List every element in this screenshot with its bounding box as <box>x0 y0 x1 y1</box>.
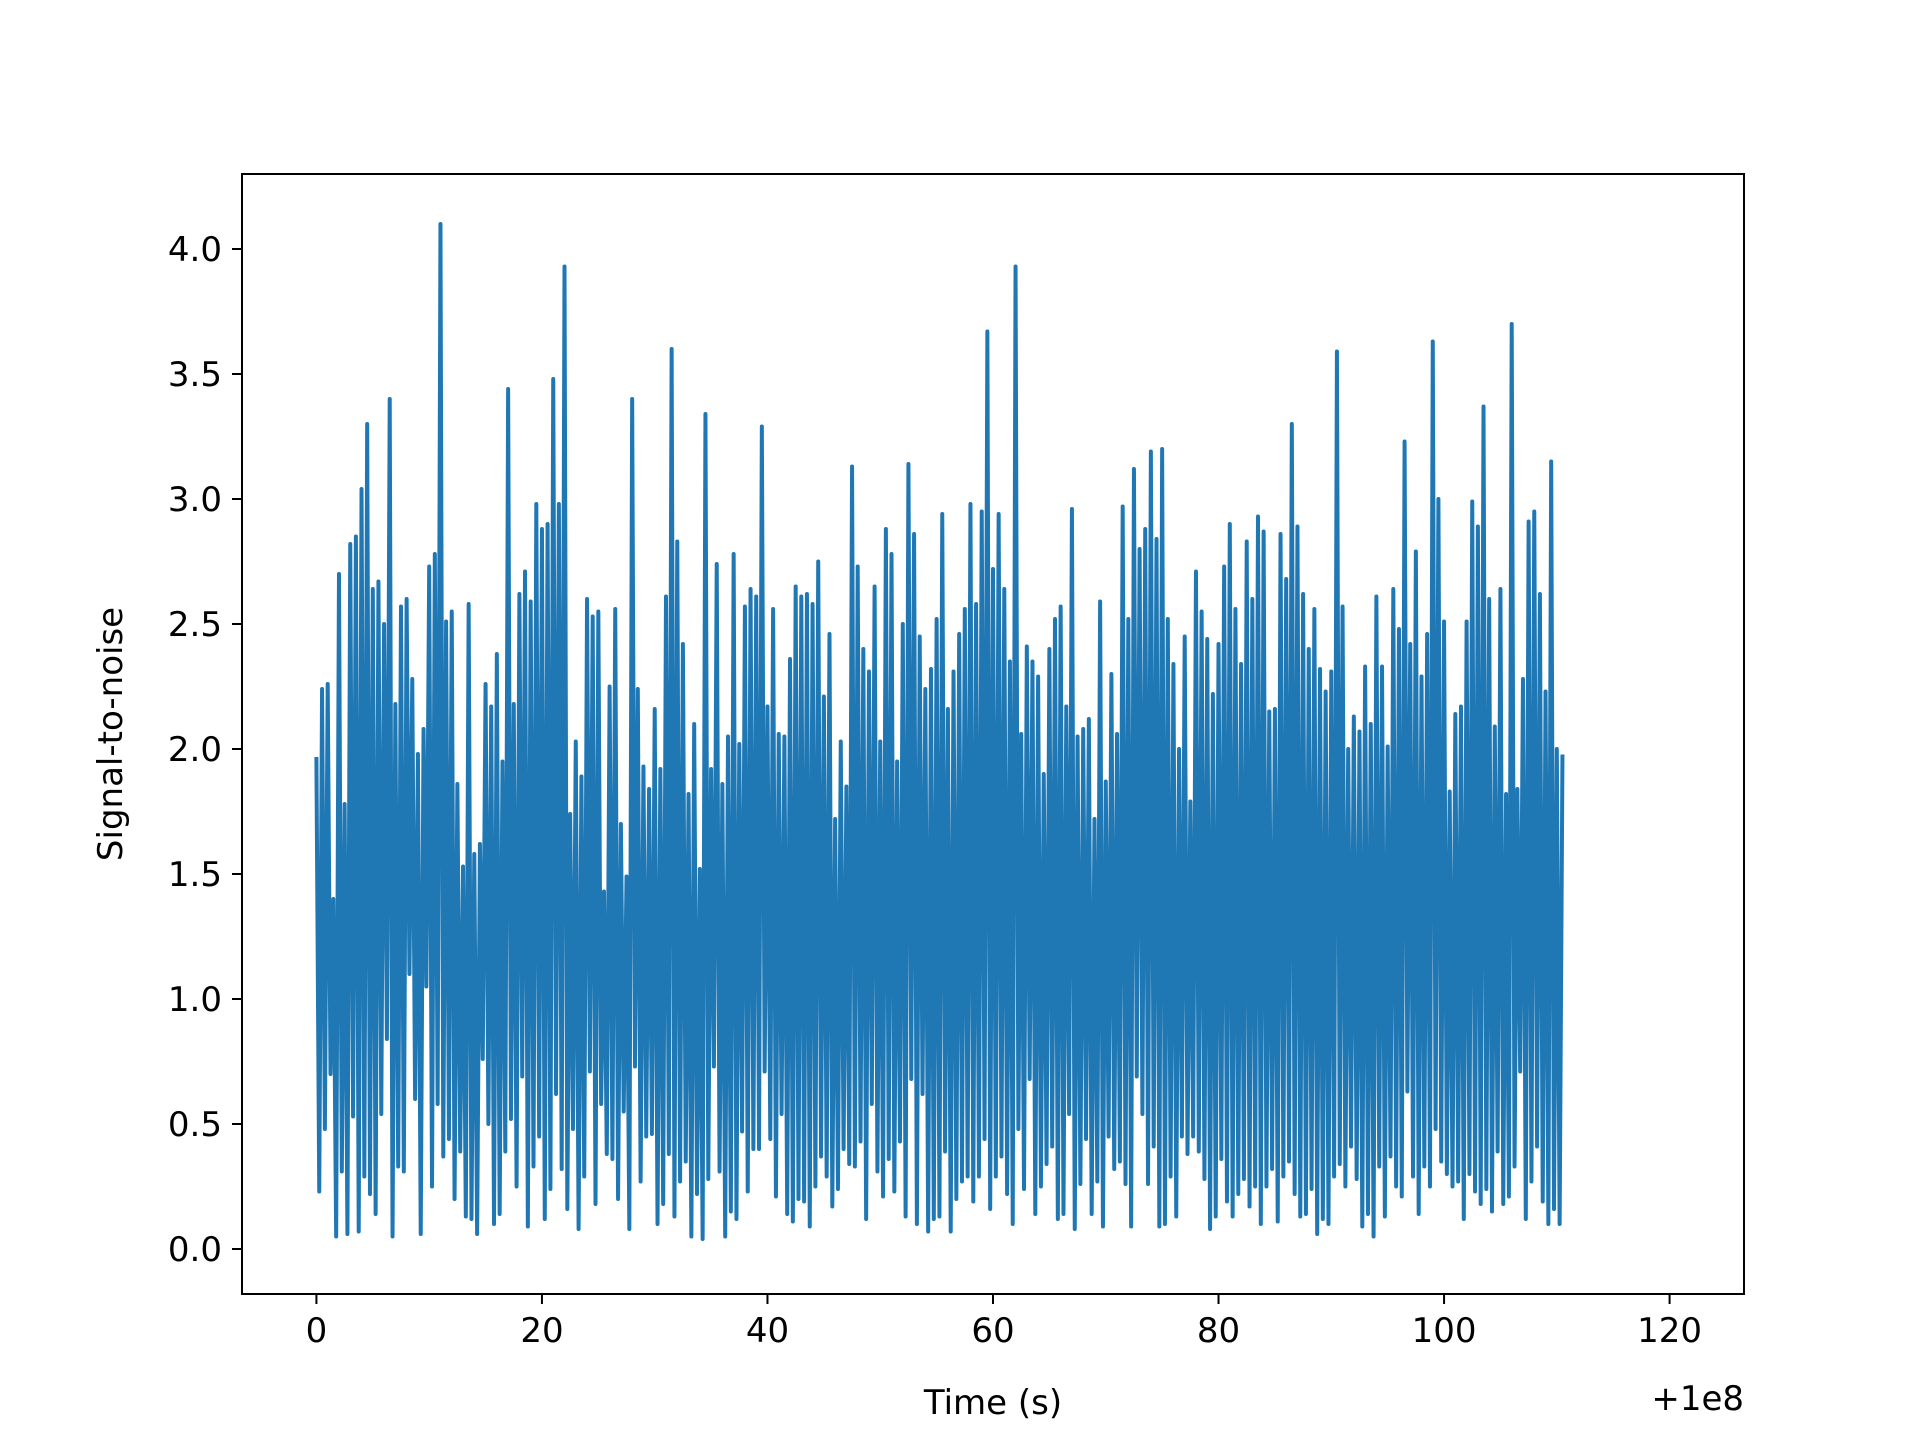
y-tick-label: 3.0 <box>168 480 222 520</box>
y-tick-label: 0.0 <box>168 1230 222 1270</box>
y-axis: 0.0 0.5 1.0 1.5 2.0 2.5 3.0 3.5 4.0 <box>168 230 242 1270</box>
x-tick-label: 40 <box>746 1311 789 1351</box>
x-tick-label: 120 <box>1637 1311 1702 1351</box>
y-tick-label: 3.5 <box>168 355 222 395</box>
y-tick-label: 2.0 <box>168 730 222 770</box>
x-tick-label: 0 <box>306 1311 328 1351</box>
y-tick-label: 2.5 <box>168 605 222 645</box>
y-tick-label: 0.5 <box>168 1105 222 1145</box>
x-tick-label: 20 <box>520 1311 563 1351</box>
x-axis-label: Time (s) <box>923 1383 1062 1423</box>
plot-area <box>314 222 1565 1241</box>
x-axis: 0 20 40 60 80 100 120 <box>306 1294 1702 1351</box>
x-tick-label: 80 <box>1197 1311 1240 1351</box>
y-tick-label: 1.0 <box>168 980 222 1020</box>
x-offset-label: +1e8 <box>1651 1379 1744 1419</box>
y-axis-label: Signal-to-noise <box>91 607 131 861</box>
series-line-0 <box>314 222 1565 1241</box>
y-tick-label: 1.5 <box>168 855 222 895</box>
x-tick-label: 60 <box>971 1311 1014 1351</box>
y-tick-label: 4.0 <box>168 230 222 270</box>
x-tick-label: 100 <box>1412 1311 1477 1351</box>
